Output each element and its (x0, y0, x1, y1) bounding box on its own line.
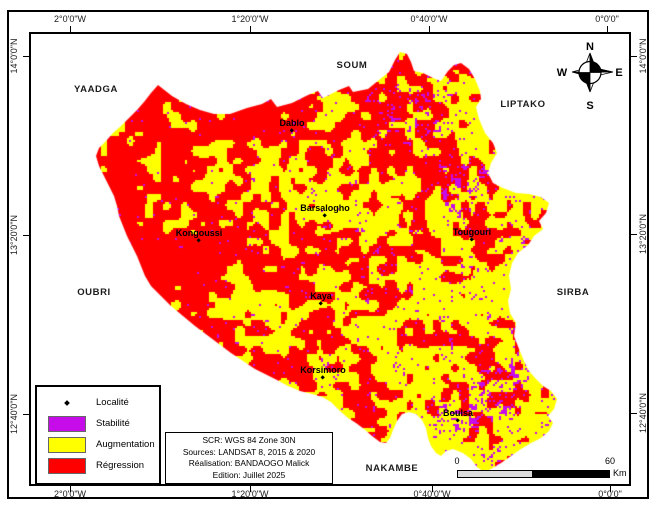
scale-bar (457, 470, 610, 478)
region-label: SOUM (336, 60, 368, 71)
legend-label: Régression (96, 460, 145, 471)
axis-label-bottom: 0°0'0" (598, 489, 622, 499)
axis-tick (23, 414, 29, 415)
legend-item: Régression (37, 455, 159, 476)
credit-line: SCR: WGS 84 Zone 30N (202, 435, 296, 445)
north-arrow-icon: N S W E (557, 41, 623, 112)
scale-bar-unit-label: Km (613, 468, 627, 478)
legend-swatch (48, 415, 86, 432)
legend-item: Localité (37, 392, 159, 413)
axis-label-top: 2°0'0"W (53, 14, 87, 24)
town-label: Tougouri (452, 227, 492, 237)
map-credits: SCR: WGS 84 Zone 30N Sources: LANDSAT 8, … (165, 432, 333, 484)
compass-star-icon (571, 52, 614, 93)
axis-tick (70, 26, 71, 32)
legend-swatch-wrap (47, 457, 87, 474)
axis-label-bottom: 2°0'0"W (53, 489, 87, 499)
axis-tick (631, 234, 637, 235)
axis-tick (429, 26, 430, 32)
legend: Localité Stabilité Augmentation Régression (35, 385, 161, 485)
axis-tick (631, 413, 637, 414)
axis-tick (250, 26, 251, 32)
axis-tick (631, 56, 637, 57)
legend-swatch (48, 457, 86, 474)
axis-label-top: 0°0'0" (595, 14, 619, 24)
axis-label-left: 14°0'0"N (9, 38, 19, 74)
axis-label-left: 12°40'0"N (9, 393, 19, 435)
region-label: OUBRI (77, 287, 111, 298)
scale-bar-max-label: 60 (604, 456, 615, 466)
legend-item: Augmentation (37, 434, 159, 455)
town-label: Kaya (310, 291, 332, 301)
town-label: Dablo (279, 118, 305, 128)
region-label: SIRBA (556, 287, 590, 298)
axis-tick (610, 486, 611, 492)
compass-w-label: W (557, 67, 568, 79)
compass-e-label: E (615, 67, 622, 79)
legend-label: Localité (96, 397, 129, 408)
axis-tick (23, 56, 29, 57)
axis-tick (70, 486, 71, 492)
scale-bar-zero-label: 0 (454, 456, 460, 466)
town-label: Korsimoro (300, 365, 346, 375)
axis-label-top: 0°40'0"W (410, 14, 448, 24)
town-label: Kongoussi (175, 228, 223, 238)
legend-swatch-wrap (47, 415, 87, 432)
legend-label: Augmentation (96, 439, 155, 450)
legend-locality-point-icon (47, 399, 87, 406)
scale-bar-segment-light (457, 470, 533, 478)
compass-s-label: S (586, 100, 593, 112)
legend-item: Stabilité (37, 413, 159, 434)
region-label: NAKAMBE (365, 463, 419, 474)
axis-tick (432, 486, 433, 492)
region-label: LIPTAKO (500, 99, 546, 110)
town-label: Boulsa (442, 408, 473, 418)
legend-swatch (48, 436, 86, 453)
axis-tick (23, 235, 29, 236)
compass-n-label: N (586, 41, 594, 53)
axis-tick (607, 26, 608, 32)
axis-tick (250, 486, 251, 492)
legend-swatch-wrap (47, 436, 87, 453)
axis-label-right: 13°20'0"N (638, 213, 648, 255)
legend-label: Stabilité (96, 418, 130, 429)
axis-label-left: 13°20'0"N (9, 214, 19, 256)
axis-label-right: 14°0'0"N (638, 38, 648, 74)
axis-label-top: 1°20'0"W (231, 14, 269, 24)
credit-line: Sources: LANDSAT 8, 2015 & 2020 (182, 446, 316, 457)
town-label: Barsalogho (300, 203, 350, 213)
credit-line: Edition: Juillet 2025 (212, 469, 286, 480)
region-label: YAADGA (74, 84, 118, 95)
axis-label-bottom: 1°20'0"W (231, 489, 269, 499)
locality-point-icon (64, 399, 70, 406)
axis-label-right: 12°40'0"N (638, 392, 648, 434)
axis-label-bottom: 0°40'0"W (413, 489, 451, 499)
scale-bar-segment-dark (533, 470, 610, 478)
figure-border (7, 10, 649, 499)
credit-line: Réalisation: BANDAOGO Malick (188, 458, 310, 469)
